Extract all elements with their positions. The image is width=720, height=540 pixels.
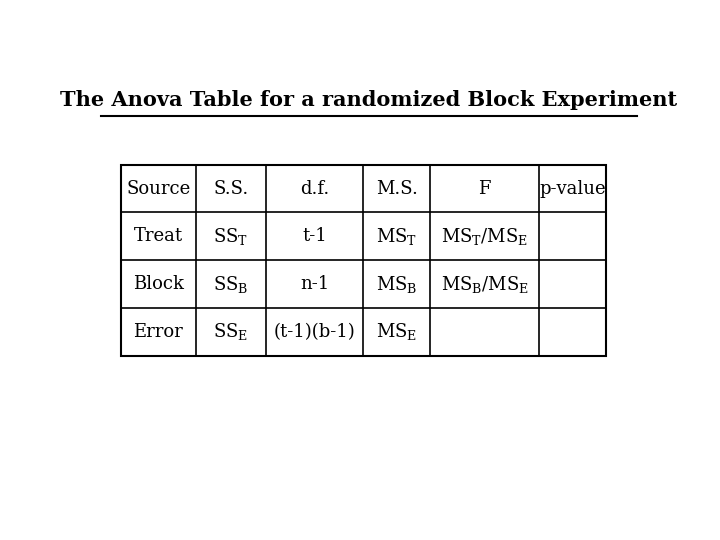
- Text: p-value: p-value: [539, 179, 606, 198]
- Bar: [121, 165, 606, 356]
- Text: $\mathregular{SS}_\mathregular{E}$: $\mathregular{SS}_\mathregular{E}$: [213, 321, 248, 342]
- Text: Treat: Treat: [134, 227, 183, 245]
- Text: t-1: t-1: [302, 227, 327, 245]
- Text: S.S.: S.S.: [213, 179, 248, 198]
- Text: n-1: n-1: [300, 275, 329, 293]
- Text: $\mathregular{MS}_\mathregular{B}\mathregular{/MS}_\mathregular{E}$: $\mathregular{MS}_\mathregular{B}\mathre…: [441, 274, 528, 295]
- Text: $\mathregular{MS}_\mathregular{E}$: $\mathregular{MS}_\mathregular{E}$: [377, 321, 418, 342]
- Text: $\mathregular{MS}_\mathregular{T}\mathregular{/MS}_\mathregular{E}$: $\mathregular{MS}_\mathregular{T}\mathre…: [441, 226, 528, 247]
- Text: Error: Error: [133, 323, 183, 341]
- Text: The Anova Table for a randomized Block Experiment: The Anova Table for a randomized Block E…: [60, 90, 678, 110]
- Text: F: F: [479, 179, 491, 198]
- Text: d.f.: d.f.: [300, 179, 329, 198]
- Text: $\mathregular{MS}_\mathregular{T}$: $\mathregular{MS}_\mathregular{T}$: [377, 226, 418, 247]
- Text: $\mathregular{MS}_\mathregular{B}$: $\mathregular{MS}_\mathregular{B}$: [376, 274, 418, 295]
- Text: Source: Source: [126, 179, 191, 198]
- Text: M.S.: M.S.: [376, 179, 418, 198]
- Text: (t-1)(b-1): (t-1)(b-1): [274, 323, 356, 341]
- Text: Block: Block: [133, 275, 184, 293]
- Text: $\mathregular{SS}_\mathregular{T}$: $\mathregular{SS}_\mathregular{T}$: [213, 226, 248, 247]
- Text: $\mathregular{SS}_\mathregular{B}$: $\mathregular{SS}_\mathregular{B}$: [213, 274, 248, 295]
